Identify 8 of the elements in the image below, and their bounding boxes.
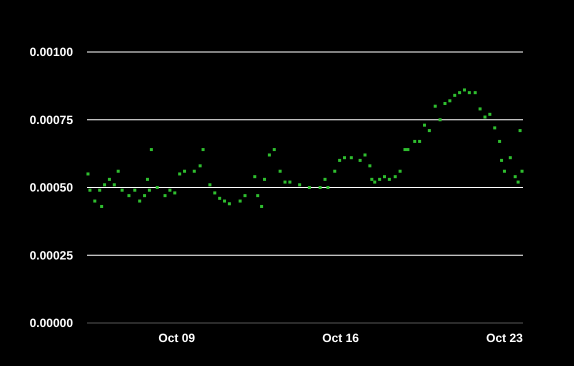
y-tick-label: 0.00075 bbox=[30, 112, 74, 127]
y-tick-label: 0.00100 bbox=[30, 45, 74, 60]
y-tick-label: 0.00000 bbox=[30, 316, 74, 330]
x-tick-label: Oct 09 bbox=[158, 331, 196, 345]
x-tick-label: Oct 16 bbox=[322, 331, 360, 345]
x-tick-label: Oct 23 bbox=[486, 331, 524, 345]
y-tick-label: 0.00025 bbox=[30, 248, 74, 262]
y-tick-label: 0.00050 bbox=[30, 180, 74, 195]
